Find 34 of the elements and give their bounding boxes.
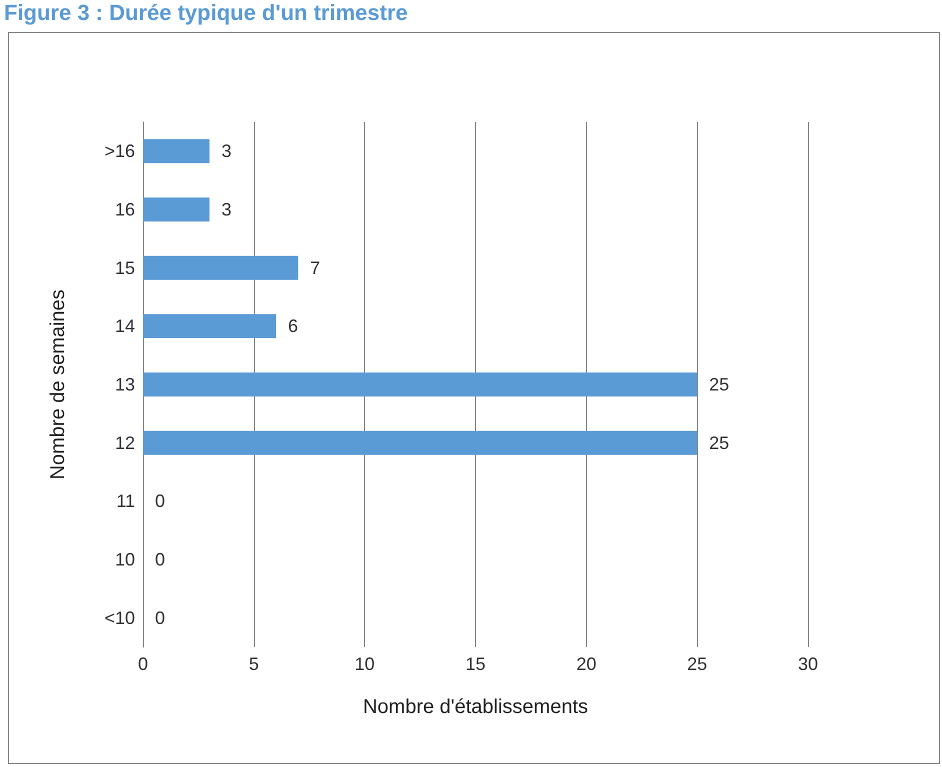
bar [143, 198, 210, 222]
y-tick-label: 15 [114, 258, 135, 278]
bar [143, 314, 276, 338]
y-tick-label: <10 [104, 608, 135, 628]
y-tick-label: 13 [114, 374, 135, 394]
x-tick-label: 5 [248, 654, 259, 674]
y-tick-label: >16 [104, 141, 135, 162]
bar [143, 372, 698, 396]
data-label: 7 [310, 258, 320, 278]
data-label: 25 [709, 374, 730, 394]
data-label: 3 [222, 200, 232, 220]
data-label: 6 [288, 316, 298, 336]
y-tick-label: 12 [114, 432, 135, 453]
bar [143, 139, 210, 164]
data-label: 3 [222, 141, 232, 162]
y-axis-title: Nombre de semaines [47, 289, 69, 480]
chart-title: Figure 3 : Durée typique d'un trimestre [4, 0, 408, 26]
x-tick-label: 20 [576, 654, 596, 674]
data-label: 0 [155, 608, 166, 628]
y-tick-label: 10 [114, 550, 135, 570]
x-tick-label: 0 [138, 654, 148, 674]
x-tick-label: 25 [687, 654, 708, 674]
x-tick-label: 10 [354, 654, 375, 674]
y-tick-label: 14 [114, 316, 135, 336]
data-label: 0 [155, 550, 166, 570]
y-tick-label: 16 [114, 200, 135, 220]
bar [143, 256, 298, 280]
x-tick-label: 15 [465, 654, 486, 674]
x-axis-title: Nombre d'établissements [362, 696, 588, 718]
bar [143, 430, 698, 455]
data-label: 0 [155, 491, 166, 512]
x-tick-label: 30 [798, 654, 818, 674]
data-label: 25 [709, 432, 730, 453]
y-tick-label: 11 [116, 491, 135, 512]
